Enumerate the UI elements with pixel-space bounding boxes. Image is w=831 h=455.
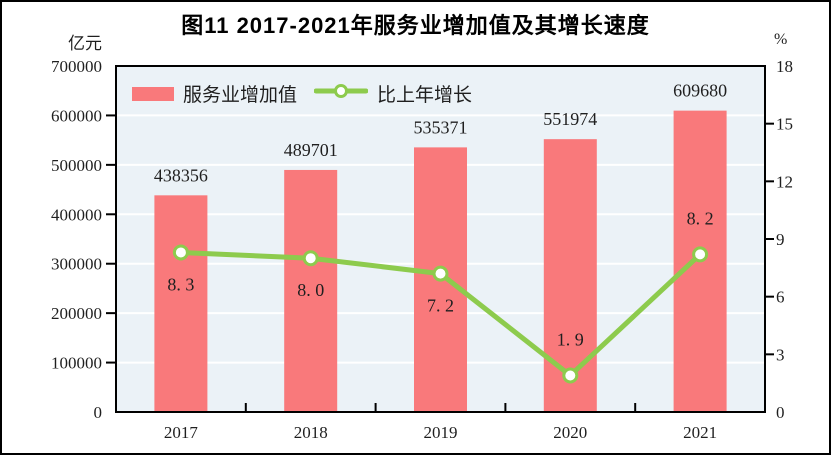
growth-value-label: 1. 9 (557, 329, 584, 349)
left-axis-tick-label: 500000 (51, 156, 102, 175)
bar-value-label: 609680 (673, 81, 727, 101)
growth-value-label: 7. 2 (427, 296, 454, 316)
legend-line-label: 比上年增长 (377, 85, 473, 106)
bar-value-label: 489701 (284, 140, 338, 160)
growth-value-label: 8. 2 (687, 208, 714, 228)
line-marker-2017 (172, 244, 189, 261)
line-marker-2021 (692, 246, 709, 263)
x-axis-label-2021: 2021 (683, 423, 717, 442)
right-axis-tick-label: 6 (776, 288, 785, 307)
x-axis-label-2019: 2019 (424, 423, 458, 442)
line-marker-2020 (562, 367, 579, 384)
left-axis-tick-label: 700000 (51, 57, 102, 76)
right-axis-tick-label: 12 (776, 172, 793, 191)
growth-value-label: 8. 3 (167, 274, 194, 294)
left-axis-tick-label: 400000 (51, 205, 102, 224)
bar-value-label: 438356 (154, 165, 208, 185)
left-axis-tick-label: 0 (94, 403, 103, 422)
right-axis-tick-label: 3 (776, 345, 785, 364)
legend-marker-glyph (334, 84, 349, 98)
bar-2020 (543, 139, 597, 413)
bar-series-swatch-icon (132, 86, 174, 101)
right-axis-tick-label: 15 (776, 115, 793, 134)
bar-2018 (284, 169, 338, 412)
x-axis-label-2018: 2018 (294, 423, 328, 442)
line-marker-2018 (302, 250, 319, 267)
chart-title: 图11 2017-2021年服务业增加值及其增长速度 (181, 13, 650, 38)
right-axis-unit: % (774, 31, 788, 48)
left-axis-tick-label: 600000 (51, 106, 102, 125)
left-axis-tick-label: 100000 (51, 354, 102, 373)
right-axis-tick-label: 0 (776, 403, 785, 422)
line-marker-2019 (432, 265, 449, 282)
left-axis-unit: 亿元 (68, 34, 102, 53)
x-axis-label-2017: 2017 (164, 423, 199, 442)
growth-value-label: 8. 0 (297, 280, 324, 300)
line-series-swatch-icon (313, 82, 369, 105)
left-axis-tick-label: 300000 (51, 255, 102, 274)
bar-value-label: 551974 (543, 109, 597, 129)
right-axis-tick-label: 9 (776, 230, 785, 249)
legend: 服务业增加值 比上年增长 (132, 80, 472, 107)
bar-value-label: 535371 (414, 117, 468, 137)
x-axis-label-2020: 2020 (553, 423, 587, 442)
right-axis-tick-label: 18 (776, 57, 793, 76)
left-axis-tick-label: 200000 (51, 304, 102, 323)
bar-2017 (154, 195, 208, 412)
legend-bar-label: 服务业增加值 (183, 85, 298, 106)
